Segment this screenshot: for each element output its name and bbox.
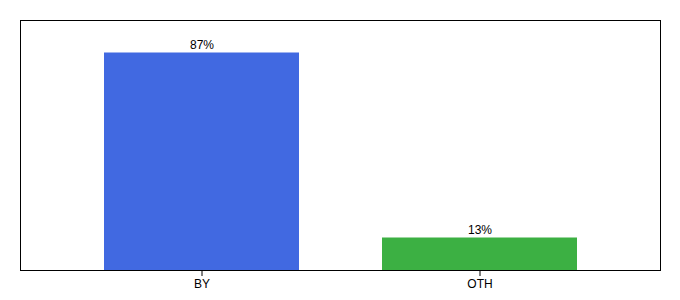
- svg-text:OTH: OTH: [467, 277, 492, 291]
- svg-text:BY: BY: [194, 277, 210, 291]
- svg-text:87%: 87%: [190, 38, 214, 52]
- svg-text:13%: 13%: [468, 223, 492, 237]
